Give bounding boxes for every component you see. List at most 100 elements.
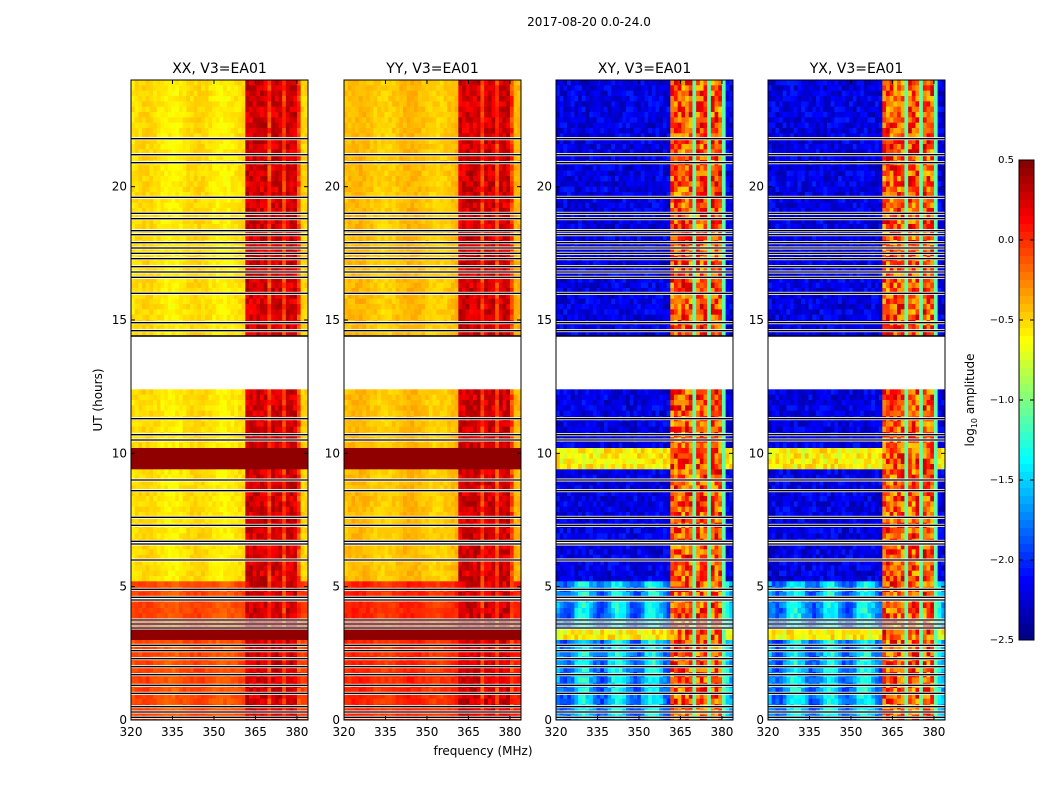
heatmap-cell [256, 426, 261, 433]
heatmap-cell [142, 144, 147, 150]
heatmap-cell [260, 80, 265, 86]
heatmap-cell [134, 186, 139, 193]
heatmap-cell [164, 613, 169, 620]
heatmap-cell [223, 421, 228, 428]
heatmap-cell [260, 186, 265, 193]
heatmap-cell [190, 266, 195, 273]
heatmap-cell [156, 181, 161, 188]
heatmap-cell [245, 576, 250, 582]
heatmap-cell [223, 453, 228, 460]
heatmap-cell [300, 421, 305, 428]
heatmap-cell [193, 101, 198, 108]
heatmap-cell [271, 272, 276, 278]
heatmap-cell [234, 144, 239, 150]
heatmap-cell [171, 293, 176, 300]
heatmap-cell [226, 410, 231, 417]
heatmap-cell [249, 304, 254, 310]
heatmap-cell [175, 405, 180, 412]
heatmap-cell [156, 101, 161, 108]
heatmap-cell [267, 288, 272, 294]
heatmap-cell [237, 117, 243, 124]
heatmap-cell [263, 149, 268, 156]
heatmap-cell [285, 288, 290, 294]
heatmap-cell [215, 192, 220, 198]
heatmap-cell [178, 229, 184, 236]
heatmap-cell [215, 133, 220, 140]
heatmap-cell [164, 112, 169, 118]
heatmap-cell [178, 96, 184, 102]
heatmap-cell [237, 304, 243, 310]
heatmap-cell [245, 213, 250, 220]
heatmap-cell [193, 309, 198, 316]
heatmap-cell [226, 266, 231, 273]
heatmap-cell [197, 85, 202, 92]
heatmap-cell [208, 602, 213, 609]
heatmap-cell [145, 186, 150, 193]
heatmap-cell [215, 426, 220, 433]
heatmap-cell [204, 122, 209, 129]
heatmap-cell [289, 197, 294, 204]
heatmap-cell [252, 400, 257, 406]
heatmap-cell [178, 170, 184, 177]
heatmap-cell [249, 261, 254, 268]
heatmap-cell [131, 442, 136, 449]
heatmap-cell [245, 128, 250, 134]
heatmap-cell [190, 458, 195, 465]
heatmap-cell [149, 266, 154, 273]
heatmap-cell [212, 581, 217, 588]
heatmap-cell [178, 469, 184, 476]
heatmap-cell [256, 421, 261, 428]
heatmap-cell [134, 288, 139, 294]
heatmap-cell [208, 149, 213, 156]
heatmap-cell [256, 181, 261, 188]
heatmap-cell [131, 106, 136, 113]
heatmap-cell [278, 170, 283, 177]
heatmap-cell [193, 229, 198, 236]
heatmap-cell [138, 106, 143, 113]
heatmap-cell [234, 405, 239, 412]
heatmap-cell [237, 634, 243, 641]
heatmap-cell [241, 608, 246, 614]
heatmap-cell [223, 272, 228, 278]
heatmap-cell [197, 176, 202, 182]
heatmap-cell [182, 314, 187, 321]
heatmap-cell [204, 186, 209, 193]
heatmap-cell [293, 213, 298, 220]
heatmap-cell [193, 608, 198, 614]
heatmap-cell [252, 570, 257, 577]
heatmap-cell [153, 170, 158, 177]
heatmap-cell [267, 506, 272, 513]
heatmap-cell [300, 405, 305, 412]
heatmap-cell [193, 208, 198, 214]
heatmap-cell [263, 426, 268, 433]
heatmap-cell [245, 613, 250, 620]
heatmap-cell [256, 533, 261, 540]
heatmap-cell [223, 266, 228, 273]
heatmap-cell [164, 133, 169, 140]
heatmap-cell [215, 496, 220, 502]
heatmap-cell [296, 565, 302, 572]
heatmap-cell [263, 154, 268, 161]
heatmap-cell [289, 101, 294, 108]
heatmap-cell [208, 448, 213, 454]
heatmap-cell [300, 309, 305, 316]
heatmap-cell [153, 90, 158, 97]
heatmap-cell [156, 410, 161, 417]
heatmap-cell [167, 506, 172, 513]
heatmap-cell [252, 453, 257, 460]
heatmap-cell [230, 266, 235, 273]
heatmap-cell [164, 405, 169, 412]
heatmap-cell [285, 218, 290, 225]
heatmap-cell [285, 122, 290, 129]
heatmap-cell [256, 272, 261, 278]
heatmap-cell [296, 213, 302, 220]
heatmap-cell [263, 128, 268, 134]
heatmap-cell [215, 202, 220, 209]
heatmap-cell [260, 549, 265, 556]
heatmap-cell [134, 576, 139, 582]
heatmap-cell [215, 197, 220, 204]
heatmap-cell [145, 613, 150, 620]
heatmap-cell [219, 229, 224, 236]
heatmap-cell [142, 202, 147, 209]
heatmap-cell [263, 464, 268, 470]
